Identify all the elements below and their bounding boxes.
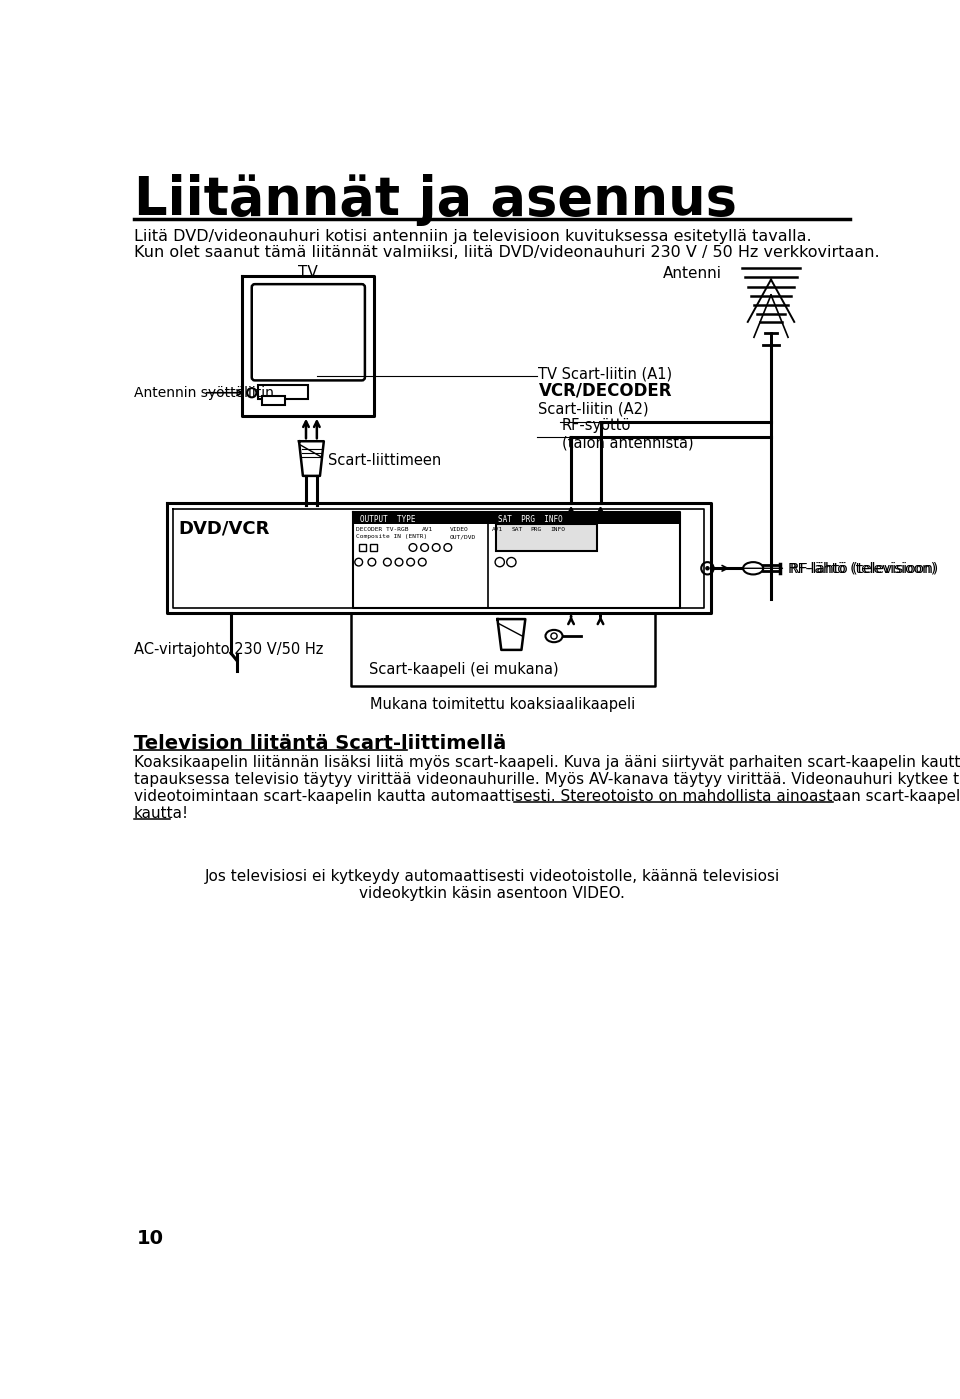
Text: Koaksikaapelin liitännän lisäksi liitä myös scart-kaapeli. Kuva ja ääni siirtyvä: Koaksikaapelin liitännän lisäksi liitä m… [134, 755, 960, 771]
Circle shape [419, 558, 426, 567]
Text: Kun olet saanut tämä liitännät valmiiksi, liitä DVD/videonauhuri 230 V / 50 Hz v: Kun olet saanut tämä liitännät valmiiksi… [134, 245, 879, 260]
Text: Liitännät ja asennus: Liitännät ja asennus [134, 173, 737, 227]
Text: Scart-kaapeli (ei mukana): Scart-kaapeli (ei mukana) [370, 662, 559, 677]
Text: Antenni: Antenni [662, 266, 722, 281]
Circle shape [551, 632, 557, 639]
Circle shape [247, 388, 256, 397]
Text: DVD/VCR: DVD/VCR [179, 520, 270, 537]
Text: Mukana toimitettu koaksiaalikaapeli: Mukana toimitettu koaksiaalikaapeli [371, 697, 636, 712]
Polygon shape [299, 441, 324, 476]
Text: Scart-liitin (A2): Scart-liitin (A2) [539, 402, 649, 416]
Text: videotoimintaan scart-kaapelin kautta automaattisesti. Stereotoisto on mahdollis: videotoimintaan scart-kaapelin kautta au… [134, 789, 960, 804]
Circle shape [420, 544, 428, 551]
Text: Composite IN (ENTR): Composite IN (ENTR) [356, 534, 427, 540]
Bar [359, 544, 367, 551]
Circle shape [495, 557, 504, 567]
Bar [352, 512, 680, 525]
Text: videokytkin käsin asentoon VIDEO.: videokytkin käsin asentoon VIDEO. [359, 886, 625, 901]
Circle shape [706, 567, 709, 569]
Circle shape [701, 562, 713, 575]
Circle shape [507, 557, 516, 567]
Text: Jos televisiosi ei kytkeydy automaattisesti videotoistolle, käännä televisiosi: Jos televisiosi ei kytkeydy automaattise… [204, 869, 780, 884]
Polygon shape [497, 620, 525, 651]
Circle shape [396, 558, 403, 567]
Text: PRG: PRG [531, 527, 542, 533]
Text: Television liitäntä Scart-liittimellä: Television liitäntä Scart-liittimellä [134, 734, 506, 753]
Text: 10: 10 [137, 1228, 164, 1248]
Text: kautta!: kautta! [134, 806, 189, 821]
Text: TV Scart-liitin (A1): TV Scart-liitin (A1) [539, 367, 673, 382]
Text: AC-virtajohto 230 V/50 Hz: AC-virtajohto 230 V/50 Hz [134, 642, 324, 658]
Text: (talon antennista): (talon antennista) [562, 435, 693, 450]
Text: tapauksessa televisio täytyy virittää videonauhurille. Myös AV-kanava täytyy vir: tapauksessa televisio täytyy virittää vi… [134, 772, 960, 788]
Text: VCR/DECODER: VCR/DECODER [539, 382, 672, 400]
Text: SAT: SAT [512, 527, 522, 533]
Circle shape [407, 558, 415, 567]
Ellipse shape [743, 562, 763, 575]
Text: RF-lähtö (televisioon): RF-lähtö (televisioon) [710, 561, 936, 575]
Circle shape [355, 558, 363, 567]
Circle shape [368, 558, 375, 567]
Text: AV1: AV1 [422, 527, 434, 533]
Text: VIDEO: VIDEO [449, 527, 468, 533]
Text: DECODER TV-RGB: DECODER TV-RGB [356, 527, 409, 533]
Bar [258, 385, 308, 399]
Bar [262, 396, 285, 406]
Text: Scart-liittimeen: Scart-liittimeen [328, 453, 442, 469]
Circle shape [409, 544, 417, 551]
Text: TV: TV [298, 264, 318, 280]
FancyBboxPatch shape [252, 284, 365, 381]
Text: OUTPUT  TYPE: OUTPUT TYPE [360, 515, 415, 525]
Text: AV1: AV1 [492, 527, 503, 533]
Circle shape [383, 558, 392, 567]
Text: RF-syöttö: RF-syöttö [562, 418, 631, 434]
Text: INFO: INFO [550, 527, 565, 533]
Text: Antennin syöttöliitin: Antennin syöttöliitin [134, 386, 274, 400]
Text: OUT/DVD: OUT/DVD [449, 534, 475, 540]
Bar [370, 544, 377, 551]
Bar [496, 523, 596, 551]
Text: Liitä DVD/videonauhuri kotisi antenniin ja televisioon kuvituksessa esitetyllä t: Liitä DVD/videonauhuri kotisi antenniin … [134, 229, 811, 245]
Ellipse shape [545, 630, 563, 642]
Circle shape [432, 544, 440, 551]
Circle shape [444, 544, 452, 551]
Text: SAT  PRG  INFO: SAT PRG INFO [498, 515, 564, 525]
Text: RF-lähtö (televisioon): RF-lähtö (televisioon) [789, 561, 938, 575]
